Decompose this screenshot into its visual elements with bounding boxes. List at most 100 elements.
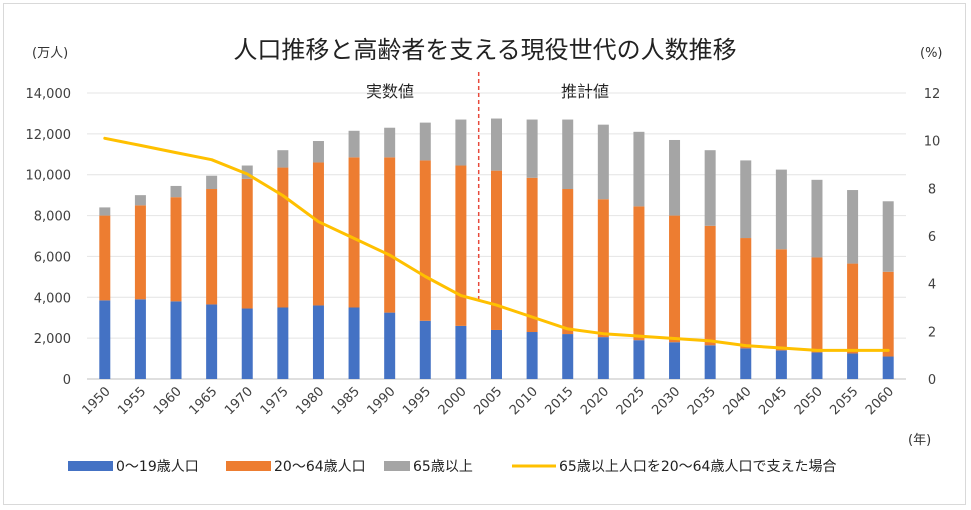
x-tick-label: 2025 [614, 384, 648, 418]
x-tick-label: 2005 [471, 384, 505, 418]
left-tick-label: 6,000 [34, 250, 71, 265]
bar-2-2010 [526, 119, 538, 178]
bar-2-1950 [99, 207, 111, 216]
bar-2-1970 [241, 165, 253, 179]
right-tick-label: 10 [924, 135, 941, 150]
bar-2-2060 [882, 201, 894, 272]
bar-1-1990 [384, 157, 396, 313]
bar-1-1975 [277, 167, 289, 308]
bar-1-2020 [597, 199, 609, 338]
bar-2-1975 [277, 150, 289, 168]
bar-0-2060 [882, 356, 894, 379]
bar-2-1955 [134, 195, 146, 206]
actual-period-label: 実数値 [366, 82, 414, 101]
x-tick-label: 1995 [400, 384, 434, 418]
legend-swatch-1 [226, 461, 271, 471]
bar-2-1965 [206, 175, 218, 190]
bar-0-2010 [526, 332, 538, 379]
support-ratio-line [103, 136, 890, 352]
bar-0-2040 [740, 348, 752, 379]
bar-1-2010 [526, 177, 538, 333]
left-tick-label: 4,000 [34, 291, 71, 306]
bar-1-1965 [206, 189, 218, 305]
x-axis-unit: (年) [908, 433, 931, 448]
x-tick-label: 2050 [792, 384, 826, 418]
bar-0-1955 [134, 299, 146, 379]
legend-swatch-2 [384, 461, 410, 471]
left-tick-label: 12,000 [26, 128, 72, 143]
bar-2-2025 [633, 131, 645, 207]
bar-0-2045 [775, 350, 787, 379]
left-tick-label: 10,000 [26, 169, 72, 184]
right-axis-ticks: 0 2 4 6 8 10 12 [924, 87, 941, 388]
bar-0-2005 [491, 329, 502, 379]
legend-label-3: 65歳以上人口を20〜64歳人口で支えた場合 [559, 459, 836, 475]
bar-1-1995 [419, 160, 431, 321]
bar-2-2000 [455, 119, 467, 166]
gridlines [87, 92, 906, 380]
bar-0-2020 [597, 337, 609, 379]
bar-0-1980 [312, 305, 324, 379]
bar-0-2025 [633, 340, 645, 379]
x-tick-label: 1990 [364, 384, 398, 418]
bar-2-1990 [384, 127, 396, 158]
x-tick-label: 1950 [80, 384, 114, 418]
x-tick-label: 2000 [436, 384, 470, 418]
bar-1-1955 [134, 205, 146, 300]
bar-2-2005 [491, 118, 502, 171]
right-tick-label: 2 [928, 325, 936, 340]
bar-0-1960 [170, 301, 182, 379]
bar-2-1985 [348, 130, 360, 158]
line-series [103, 136, 890, 352]
legend-label-2: 65歳以上 [413, 459, 473, 475]
left-tick-label: 2,000 [34, 332, 71, 347]
x-tick-label: 1955 [115, 384, 149, 418]
x-tick-label: 2040 [721, 384, 755, 418]
chart-title: 人口推移と高齢者を支える現役世代の人数推移 [233, 36, 736, 64]
bar-1-2045 [775, 249, 787, 351]
left-axis-ticks: 0 2,000 4,000 6,000 8,000 10,000 12,000 14,000 [26, 87, 72, 388]
x-tick-label: 1975 [258, 384, 292, 418]
bar-0-1975 [277, 307, 289, 379]
bar-1-2055 [847, 263, 859, 354]
bar-0-2015 [562, 334, 574, 379]
left-tick-label: 14,000 [26, 87, 72, 102]
bar-2-2015 [562, 119, 574, 190]
bar-2-2030 [669, 139, 681, 216]
bar-2-2035 [704, 150, 716, 226]
bar-0-2030 [669, 342, 681, 379]
x-tick-label: 2055 [827, 384, 861, 418]
left-axis-unit: (万人) [32, 46, 68, 61]
right-tick-label: 6 [928, 230, 936, 245]
bar-1-1950 [99, 215, 111, 301]
x-tick-label: 1985 [329, 384, 363, 418]
bar-0-1950 [99, 300, 111, 379]
x-tick-label: 2015 [543, 384, 577, 418]
bar-1-2015 [562, 189, 574, 335]
bar-2-2020 [597, 124, 609, 200]
bar-0-1970 [241, 308, 253, 379]
left-tick-label: 0 [63, 373, 71, 388]
legend-label-0: 0〜19歳人口 [116, 459, 199, 475]
bar-0-2000 [455, 325, 467, 379]
bar-1-1960 [170, 197, 182, 302]
bar-2-1995 [419, 122, 431, 161]
chart-frame [3, 3, 966, 505]
x-tick-label: 2045 [756, 384, 790, 418]
bar-0-1985 [348, 307, 360, 379]
right-tick-label: 0 [928, 373, 936, 388]
right-tick-label: 8 [928, 182, 936, 197]
bar-1-2025 [633, 206, 645, 341]
bar-1-2040 [740, 238, 752, 349]
bar-1-2030 [669, 215, 681, 343]
x-tick-label: 2010 [507, 384, 541, 418]
bar-2-2045 [775, 169, 787, 250]
bar-0-2035 [704, 345, 716, 379]
bar-0-1995 [419, 320, 431, 379]
bar-2-2055 [847, 190, 859, 264]
legend-swatch-0 [68, 461, 113, 471]
legend: 0〜19歳人口 20〜64歳人口 65歳以上 65歳以上人口を20〜64歳人口で支えた… [68, 459, 836, 475]
bar-1-1970 [241, 178, 253, 309]
x-tick-label: 2030 [649, 384, 683, 418]
